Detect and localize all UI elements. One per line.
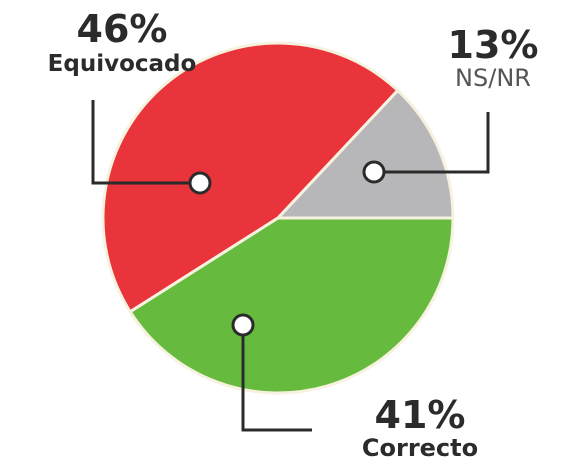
connector-line-correcto [241, 325, 312, 432]
slice-label-nsnr: NS/NR [455, 64, 531, 92]
slice-marker-nsnr [362, 160, 386, 184]
slice-label-equivocado: Equivocado [48, 51, 197, 77]
pie-slice-nsnr [274, 88, 455, 220]
slice-value-label-correcto: 41% [375, 393, 466, 437]
slice-label-correcto: Correcto [362, 434, 478, 462]
slice-marker-correcto [231, 313, 255, 337]
slice-marker-equivocado [188, 171, 212, 195]
pie-slice-equivocado [101, 41, 400, 314]
connector-line-equivocado [91, 100, 200, 185]
pie-slice-correcto [128, 216, 455, 395]
slice-value-label-equivocado: 46% [77, 7, 168, 51]
slice-value-label-nsnr: 13% [448, 23, 539, 67]
connector-line-nsnr [374, 112, 490, 174]
